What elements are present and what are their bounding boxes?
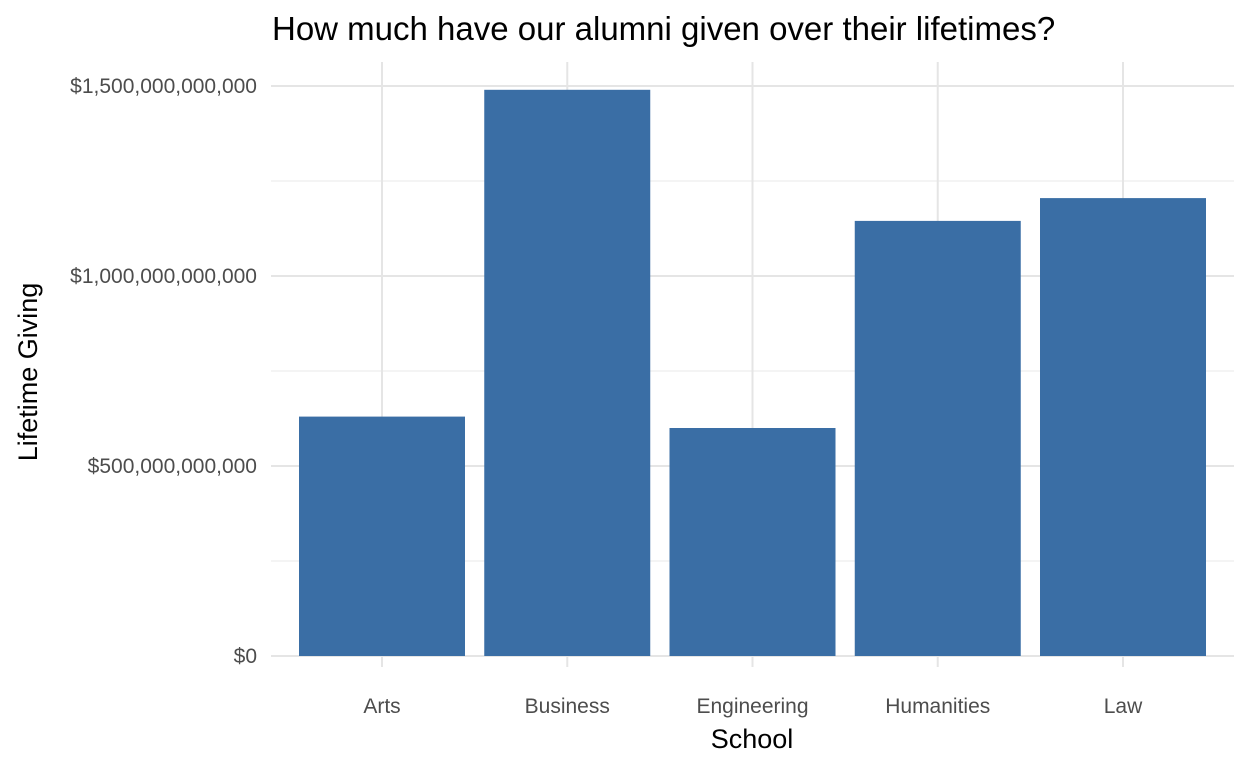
chart-title: How much have our alumni given over thei… <box>272 10 1055 47</box>
x-axis-title: School <box>711 724 794 754</box>
x-axis-ticks: Arts Business Engineering Humanities Law <box>363 695 1143 718</box>
x-tick-label: Law <box>1104 695 1143 718</box>
x-tick-label: Arts <box>363 695 400 718</box>
y-axis-title: Lifetime Giving <box>13 283 43 462</box>
bar-business <box>484 89 651 657</box>
bars <box>299 89 1206 657</box>
y-tick-label: $1,500,000,000,000 <box>70 75 257 98</box>
y-tick-label: $0 <box>234 645 257 668</box>
bar-arts <box>299 416 465 656</box>
y-tick-label: $500,000,000,000 <box>88 455 257 478</box>
y-tick-label: $1,000,000,000,000 <box>70 265 257 288</box>
x-tick-label: Humanities <box>885 695 990 718</box>
x-tick-label: Business <box>525 695 610 718</box>
x-tick-label: Engineering <box>696 695 808 718</box>
bar-engineering <box>669 428 836 656</box>
bar-law <box>1040 198 1206 656</box>
bar-humanities <box>854 220 1021 656</box>
y-axis-ticks: $0 $500,000,000,000 $1,000,000,000,000 $1,5… <box>70 75 257 668</box>
